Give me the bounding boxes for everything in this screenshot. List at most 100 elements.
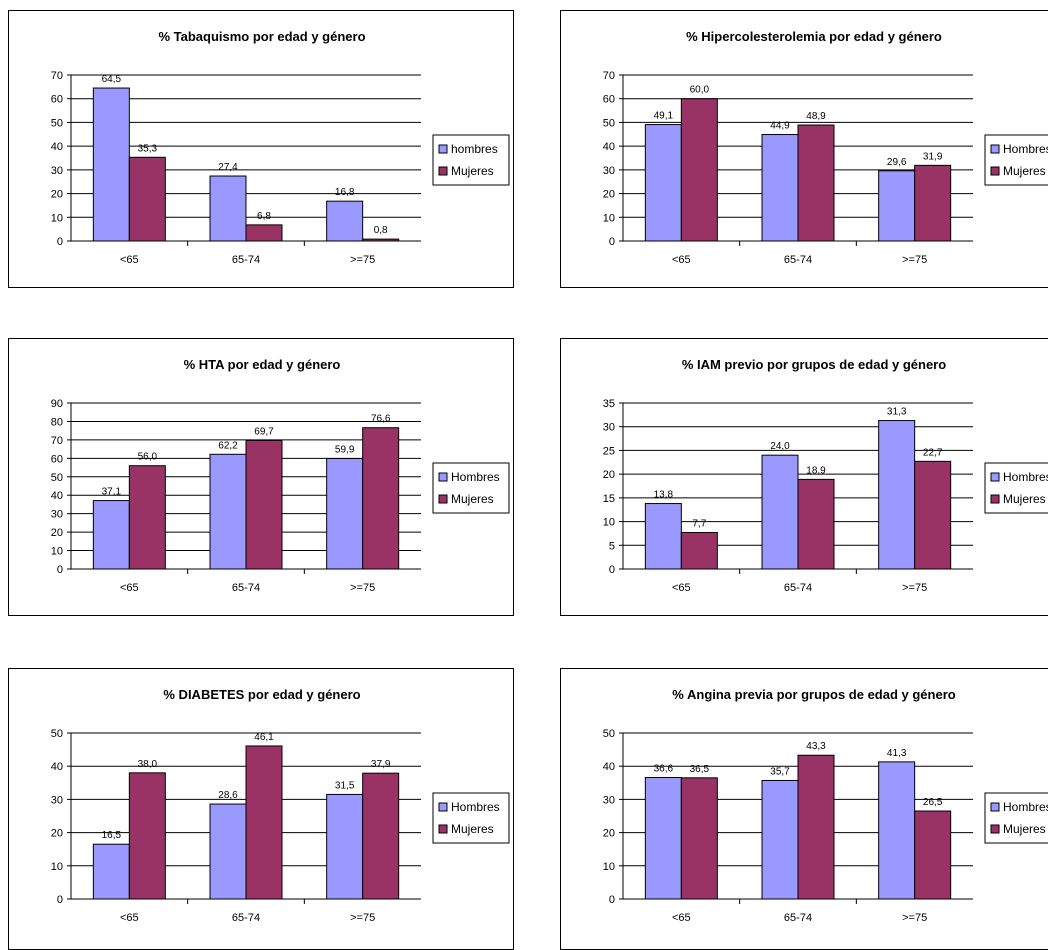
bar-mujeres-0 xyxy=(128,156,166,242)
legend-box xyxy=(984,134,1048,186)
legend-box xyxy=(984,792,1048,844)
data-label: 76,6 xyxy=(371,414,391,425)
legend-label-mujeres: Mujeres xyxy=(1003,164,1046,178)
chart-panel-hta: % HTA por edad y género 0 10 20 30 40 50 60 70 80… xyxy=(8,338,514,616)
data-label: 41,3 xyxy=(887,748,907,759)
legend-label-hombres: Hombres xyxy=(1003,800,1048,814)
x-tick-label: <65 xyxy=(672,582,691,594)
data-label: 7,7 xyxy=(692,518,706,529)
data-label: 18,9 xyxy=(806,465,826,476)
y-tick-label: 0 xyxy=(57,894,63,906)
y-tick-label: 40 xyxy=(603,141,615,153)
chart-title: % HTA por edad y género xyxy=(184,357,341,372)
bar-hombres-1 xyxy=(761,134,799,242)
x-tick-label: 65-74 xyxy=(784,912,812,924)
y-tick-label: 80 xyxy=(51,416,63,428)
data-label: 31,5 xyxy=(335,780,355,791)
legend-label-hombres: Hombres xyxy=(1003,470,1048,484)
y-tick-label: 20 xyxy=(603,828,615,840)
legend-swatch-hombres xyxy=(438,144,448,154)
y-tick-label: 10 xyxy=(51,546,63,558)
bar-mujeres-0 xyxy=(680,777,718,900)
y-tick-label: 20 xyxy=(51,828,63,840)
data-label: 22,7 xyxy=(923,447,943,458)
bar-mujeres-1 xyxy=(797,754,835,900)
chart-panel-tabaquismo: % Tabaquismo por edad y género 0 10 20 30 40 5… xyxy=(8,10,514,288)
chart-title: % DIABETES por edad y género xyxy=(163,687,360,702)
bar-hombres-2 xyxy=(878,761,916,900)
data-label: 60,0 xyxy=(690,85,710,96)
y-tick-label: 10 xyxy=(51,212,63,224)
x-tick-label: >=75 xyxy=(350,254,375,266)
y-tick-label: 20 xyxy=(51,527,63,539)
data-label: 69,7 xyxy=(254,426,274,437)
y-tick-label: 20 xyxy=(603,469,615,481)
y-tick-label: 60 xyxy=(51,94,63,106)
y-tick-label: 50 xyxy=(51,472,63,484)
x-tick-label: >=75 xyxy=(350,582,375,594)
chart-title: % Tabaquismo por edad y género xyxy=(158,29,365,44)
bar-mujeres-2 xyxy=(362,772,400,900)
y-tick-label: 70 xyxy=(603,70,615,82)
data-label: 36,6 xyxy=(654,763,674,774)
bar-hombres-0 xyxy=(644,124,682,242)
bar-mujeres-1 xyxy=(797,124,835,242)
data-label: 27,4 xyxy=(218,162,238,173)
y-tick-label: 10 xyxy=(603,517,615,529)
legend-label-hombres: Hombres xyxy=(451,470,500,484)
bar-mujeres-1 xyxy=(245,439,283,570)
data-label: 0,8 xyxy=(374,225,388,236)
bar-hombres-0 xyxy=(92,87,130,242)
y-tick-label: 90 xyxy=(51,398,63,410)
y-tick-label: 35 xyxy=(603,398,615,410)
legend-box xyxy=(432,134,510,186)
data-label: 26,5 xyxy=(923,797,943,808)
x-tick-label: <65 xyxy=(120,254,139,266)
bar-hombres-2 xyxy=(326,793,364,900)
y-tick-label: 40 xyxy=(603,761,615,773)
y-tick-label: 30 xyxy=(603,794,615,806)
chart-svg-diabetes: % DIABETES por edad y género 0 10 20 30 40 50 1… xyxy=(51,687,510,924)
chart-title: % Hipercolesterolemia por edad y género xyxy=(686,29,942,44)
legend-swatch-mujeres xyxy=(438,494,448,504)
y-tick-label: 70 xyxy=(51,70,63,82)
data-label: 62,2 xyxy=(218,440,238,451)
y-tick-label: 60 xyxy=(51,453,63,465)
bar-hombres-1 xyxy=(209,175,247,242)
y-tick-label: 40 xyxy=(51,141,63,153)
y-tick-label: 20 xyxy=(51,189,63,201)
x-tick-label: <65 xyxy=(672,254,691,266)
legend-label-mujeres: Mujeres xyxy=(451,164,494,178)
bar-hombres-0 xyxy=(644,503,682,570)
bar-hombres-1 xyxy=(761,779,799,900)
bar-hombres-0 xyxy=(92,500,130,570)
chart-panel-angina: % Angina previa por grupos de edad y gén… xyxy=(560,668,1048,950)
legend-label-mujeres: Mujeres xyxy=(1003,492,1046,506)
x-tick-label: 65-74 xyxy=(232,254,260,266)
data-label: 48,9 xyxy=(806,111,826,122)
legend-swatch-hombres xyxy=(990,802,1000,812)
chart-svg-hipercolesterolemia: % Hipercolesterolemia por edad y género 0… xyxy=(603,29,1048,266)
data-label: 16,8 xyxy=(335,187,355,198)
legend-label-hombres: Hombres xyxy=(1003,142,1048,156)
bar-mujeres-2 xyxy=(914,460,952,570)
bar-mujeres-2 xyxy=(914,164,952,242)
legend-label-hombres: hombres xyxy=(451,142,498,156)
data-label: 16,5 xyxy=(102,830,122,841)
bar-mujeres-0 xyxy=(680,531,718,570)
y-tick-label: 15 xyxy=(603,493,615,505)
chart-svg-hta: % HTA por edad y género 0 10 20 30 40 50 60 70 80… xyxy=(51,357,510,594)
legend-swatch-hombres xyxy=(438,802,448,812)
y-tick-label: 30 xyxy=(51,165,63,177)
y-tick-label: 60 xyxy=(603,94,615,106)
y-tick-label: 30 xyxy=(51,794,63,806)
legend-swatch-hombres xyxy=(990,472,1000,482)
chart-svg-iam: % IAM previo por grupos de edad y género… xyxy=(603,357,1048,594)
bar-mujeres-1 xyxy=(245,224,283,242)
data-label: 46,1 xyxy=(254,732,274,743)
y-tick-label: 0 xyxy=(609,894,615,906)
x-tick-label: <65 xyxy=(120,912,139,924)
y-tick-label: 10 xyxy=(603,861,615,873)
data-label: 56,0 xyxy=(138,452,158,463)
y-tick-label: 10 xyxy=(51,861,63,873)
